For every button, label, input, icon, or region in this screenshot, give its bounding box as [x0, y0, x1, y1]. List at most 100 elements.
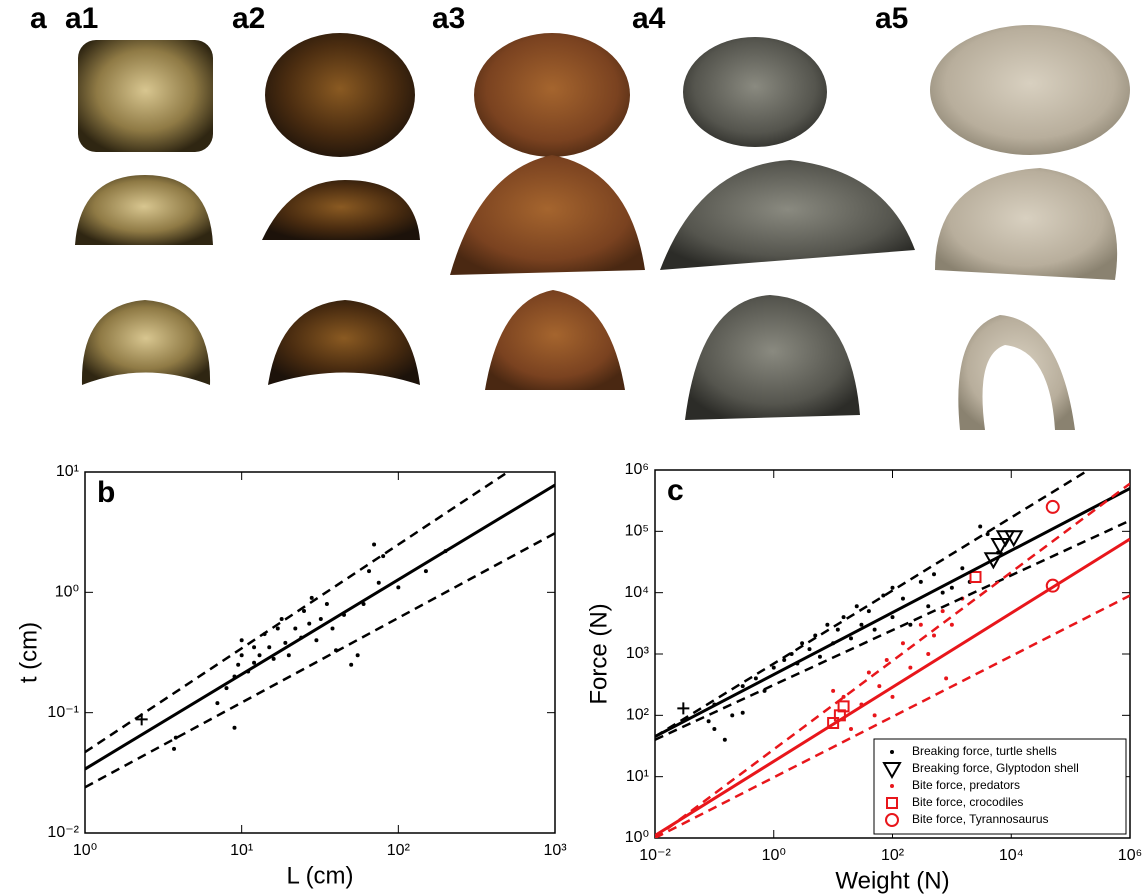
fit-line [655, 487, 1130, 738]
point [318, 617, 323, 622]
point [908, 665, 913, 670]
point [706, 719, 711, 724]
point [944, 676, 949, 681]
photos [75, 25, 1130, 430]
point [890, 784, 894, 788]
legend: Breaking force, turtle shells Breaking fo… [873, 738, 1127, 835]
y-tick-label: 10² [626, 707, 650, 724]
fit-line [655, 537, 1130, 837]
shell-photo [78, 40, 213, 152]
legend-label: Bite force, crocodiles [912, 795, 1023, 809]
square-point [837, 700, 850, 713]
plot-area [85, 472, 555, 789]
point [283, 640, 288, 645]
point [215, 701, 220, 706]
point [884, 657, 889, 662]
point [859, 622, 864, 627]
y-tick-label: 10⁻² [47, 824, 79, 841]
point [807, 647, 812, 652]
tortoise-photo [683, 37, 827, 147]
legend-label: Bite force, predators [912, 778, 1020, 792]
photo-label: a4 [632, 2, 666, 35]
x-tick-label: 10⁰ [73, 842, 97, 859]
triangle-point [882, 762, 902, 780]
point [926, 604, 931, 609]
x-tick-label: 10⁶ [1118, 847, 1142, 864]
shell-photo [450, 155, 645, 275]
point [877, 684, 882, 689]
point [890, 615, 895, 620]
point [960, 566, 965, 571]
y-tick-label: 10¹ [56, 463, 79, 480]
point [825, 622, 830, 627]
y-tick-label: 10⁰ [55, 584, 79, 601]
x-tick-label: 10⁻² [639, 847, 671, 864]
point [841, 694, 846, 699]
point [890, 694, 895, 699]
tortoise-photo [685, 295, 860, 420]
legend-label: Bite force, Tyrannosaurus [912, 812, 1049, 826]
point [848, 726, 853, 731]
glyptodon-photo [935, 168, 1118, 280]
triangle-point [990, 537, 1010, 555]
y-axis-label: Force (N) [585, 603, 612, 704]
point [239, 638, 244, 643]
point [940, 590, 945, 595]
shell-photo [75, 175, 213, 245]
point [324, 601, 329, 606]
point [173, 735, 178, 740]
shell-photo [474, 33, 630, 157]
circle-point [1045, 499, 1060, 514]
point [872, 713, 877, 718]
y-tick-label: 10⁴ [624, 584, 649, 601]
point [309, 595, 314, 600]
panel-label: c [667, 474, 684, 507]
point [841, 615, 846, 620]
point [257, 653, 262, 658]
fit-line [655, 470, 1090, 738]
triangle-point [1003, 530, 1024, 548]
point [854, 604, 859, 609]
point [252, 660, 257, 665]
legend-box [873, 738, 1127, 835]
point [835, 627, 840, 632]
photo-label: a2 [232, 2, 265, 35]
panel-label: b [97, 476, 115, 509]
point [367, 569, 372, 574]
point [789, 652, 794, 656]
point [900, 641, 905, 646]
point [831, 688, 836, 693]
point [800, 641, 805, 646]
point [396, 585, 401, 590]
photo-label: a3 [432, 2, 465, 35]
x-tick-label: 10² [881, 847, 905, 864]
square-point [827, 716, 840, 729]
chart: 10⁻² 10⁰ 10² 10⁴ 10⁶10⁰10¹10²10³10⁴10⁵10⁶cWe… [585, 461, 1142, 894]
point [730, 713, 735, 718]
y-tick-label: 10⁻¹ [47, 704, 79, 721]
y-tick-label: 10³ [626, 645, 650, 662]
point [848, 636, 853, 641]
point [817, 654, 822, 659]
fit-line [85, 483, 555, 771]
point [978, 524, 983, 529]
tortoise-photo [660, 160, 915, 270]
shell-photo [81, 300, 211, 385]
point [376, 580, 381, 585]
y-axis-label: t (cm) [15, 622, 42, 683]
circle-point [885, 813, 899, 827]
point [932, 633, 937, 638]
point [881, 593, 886, 598]
y-tick-label: 10⁰ [625, 829, 649, 846]
photo-label: a1 [65, 2, 98, 35]
x-axis-label: Weight (N) [835, 867, 949, 894]
point [890, 750, 894, 754]
point [224, 686, 229, 691]
point [813, 633, 818, 638]
glyptodon-photo [930, 25, 1130, 155]
point [932, 572, 937, 577]
point [172, 746, 177, 751]
point [372, 542, 377, 547]
y-tick-label: 10¹ [626, 768, 649, 785]
square-point [886, 797, 898, 809]
